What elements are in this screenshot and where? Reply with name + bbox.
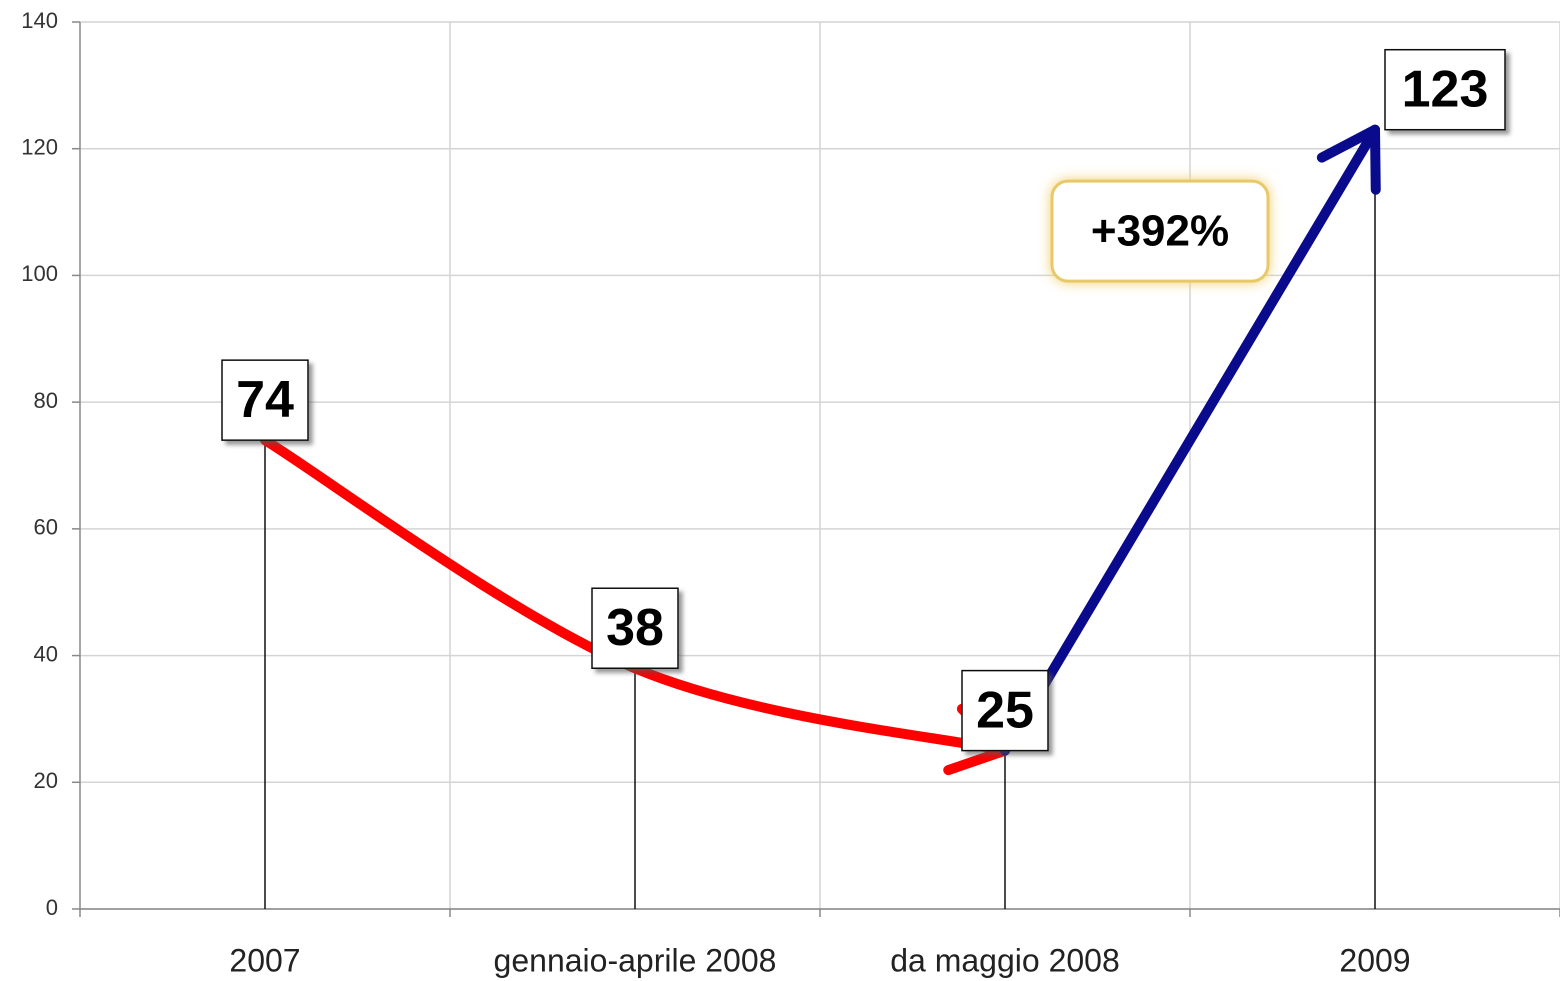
annotation: +392%: [1091, 207, 1229, 256]
x-tick-label: da maggio 2008: [890, 942, 1120, 978]
value-label: 123: [1402, 60, 1489, 118]
arrow-head: [1316, 124, 1380, 163]
x-tick-label: gennaio-aprile 2008: [494, 942, 777, 978]
value-label: 25: [976, 681, 1034, 739]
arrow-head: [943, 745, 1010, 776]
x-tick-label: 2009: [1339, 942, 1410, 978]
value-label-box: [961, 669, 1049, 752]
y-tick-label: 100: [21, 261, 58, 286]
value-label-box: [221, 359, 309, 441]
value-label-box: [1384, 48, 1506, 131]
y-tick-label: 120: [21, 135, 58, 160]
y-tick-label: 20: [34, 768, 58, 793]
value-label-box: [591, 587, 679, 669]
y-tick-label: 80: [34, 388, 58, 413]
annotation-box: [1050, 179, 1270, 283]
y-tick-label: 140: [21, 8, 58, 33]
value-label: 74: [236, 371, 294, 429]
y-tick-label: 40: [34, 641, 58, 666]
value-label: 38: [606, 599, 664, 657]
y-tick-label: 60: [34, 515, 58, 540]
y-tick-label: 0: [46, 895, 58, 920]
x-tick-label: 2007: [229, 942, 300, 978]
arrow-head: [1370, 124, 1381, 195]
